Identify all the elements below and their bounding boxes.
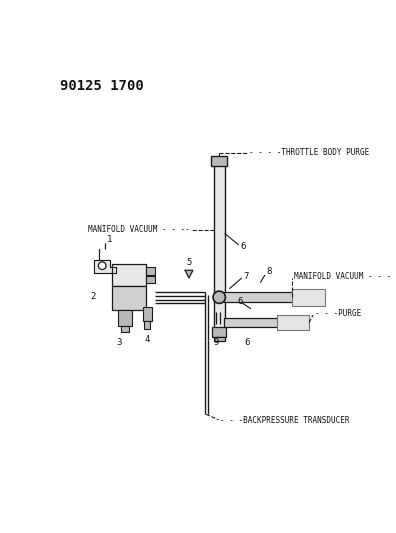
Bar (215, 294, 224, 301)
Circle shape (213, 291, 225, 303)
Text: 6: 6 (244, 338, 250, 347)
Bar (212, 327, 226, 336)
Text: 2: 2 (91, 292, 96, 301)
Bar (211, 156, 227, 166)
Text: 1: 1 (107, 235, 112, 244)
Text: 90125 1700: 90125 1700 (60, 79, 144, 93)
Bar (121, 326, 129, 332)
Text: 9: 9 (213, 338, 219, 347)
Bar (144, 321, 150, 329)
Polygon shape (185, 270, 193, 278)
Bar (118, 310, 131, 326)
Bar (146, 277, 155, 282)
Bar (112, 264, 146, 286)
Text: - - -PURGE: - - -PURGE (314, 309, 361, 318)
Text: MANIFOLD VACUUM - - --: MANIFOLD VACUUM - - -- (88, 225, 190, 234)
Text: 6: 6 (240, 242, 246, 251)
Text: MANIFOLD VACUUM - - -: MANIFOLD VACUUM - - - (293, 272, 391, 281)
Bar (143, 308, 152, 321)
Text: 4: 4 (145, 335, 150, 344)
Bar (214, 336, 225, 341)
Text: 7: 7 (243, 272, 249, 281)
Bar (292, 289, 325, 306)
Bar (224, 292, 293, 302)
Text: - - -BACKPRESSURE TRANSDUCER: - - -BACKPRESSURE TRANSDUCER (220, 416, 350, 425)
Text: 5: 5 (186, 259, 192, 267)
Polygon shape (95, 249, 116, 273)
Text: 8: 8 (267, 268, 272, 276)
Bar (112, 286, 146, 310)
Text: 6: 6 (238, 297, 243, 305)
Text: 3: 3 (116, 338, 122, 347)
Text: - - - -THROTTLE BODY PURGE: - - - -THROTTLE BODY PURGE (249, 148, 369, 157)
Bar (276, 315, 309, 330)
Circle shape (98, 262, 106, 270)
Bar (224, 318, 278, 327)
Bar (214, 164, 225, 334)
Bar (146, 267, 155, 275)
